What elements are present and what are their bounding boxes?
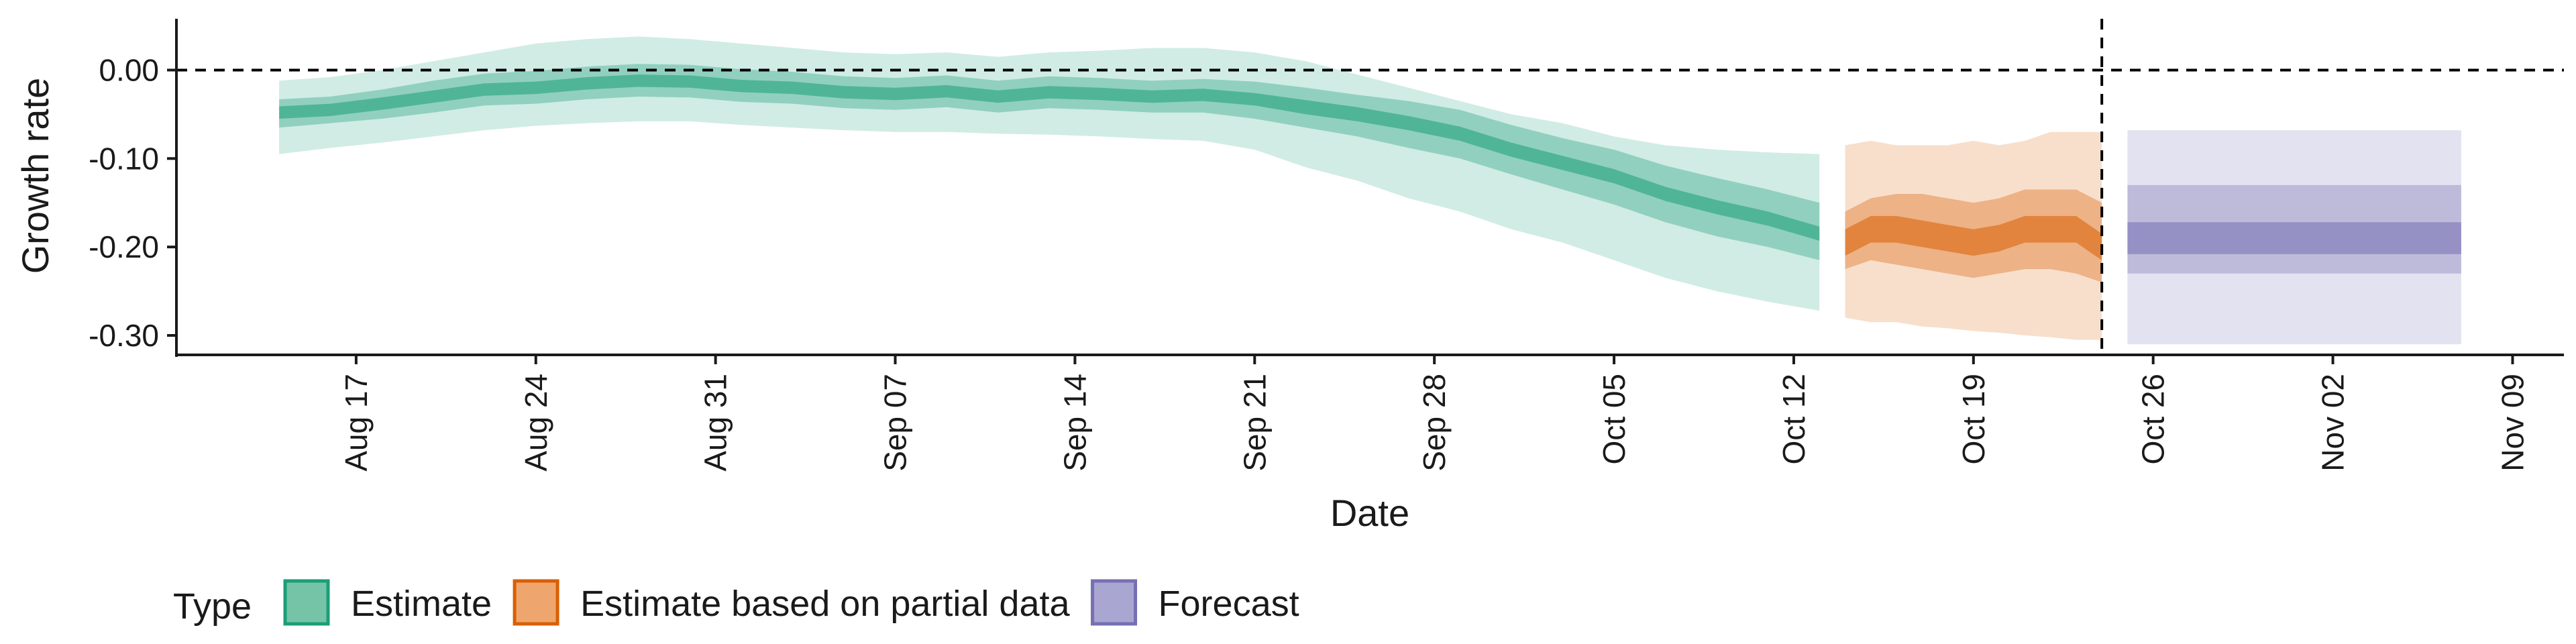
legend: Type Estimate Estimate based on partial d… [173, 579, 1299, 627]
legend-item: Estimate [283, 579, 492, 626]
x-tick-label: Sep 28 [1417, 374, 1452, 472]
x-tick-label: Aug 31 [698, 374, 733, 472]
legend-swatch [283, 579, 330, 626]
y-tick-label: -0.20 [89, 229, 159, 264]
x-tick-label: Nov 09 [2496, 374, 2530, 472]
x-axis-ticks: Aug 17 Aug 24 Aug 31 Sep 07 Sep 14 Sep 21 Sep … [339, 355, 2530, 472]
uncertainty-bands [279, 36, 2461, 345]
y-axis-title: Growth rate [14, 78, 56, 274]
legend-title: Type [173, 586, 252, 627]
x-tick-label: Sep 21 [1237, 374, 1272, 472]
band-50pct [279, 64, 1820, 260]
y-axis-ticks: 0.00 -0.10 -0.20 -0.30 [89, 52, 176, 353]
band-90pct [279, 36, 1820, 311]
x-tick-label: Aug 24 [519, 374, 553, 472]
legend-swatch [1091, 579, 1138, 626]
x-tick-label: Sep 07 [878, 374, 913, 472]
series-2 [1845, 131, 2102, 340]
band-20pct [279, 74, 1820, 241]
x-tick-label: Aug 17 [339, 374, 374, 472]
x-tick-label: Sep 14 [1057, 374, 1092, 472]
legend-item: Estimate based on partial data [513, 579, 1070, 626]
reference-lines [176, 19, 2564, 355]
legend-label: Estimate [351, 584, 492, 624]
legend-label: Estimate based on partial data [580, 584, 1070, 624]
y-tick-label: 0.00 [99, 52, 159, 87]
band-20pct [1845, 216, 2102, 260]
legend-swatch [513, 579, 559, 626]
series-3 [2127, 130, 2461, 345]
y-tick-label: -0.10 [89, 141, 159, 176]
x-tick-label: Nov 02 [2316, 374, 2351, 472]
x-tick-label: Oct 19 [1956, 374, 1991, 465]
x-tick-label: Oct 26 [2136, 374, 2171, 465]
x-tick-label: Oct 12 [1776, 374, 1811, 465]
series-1 [279, 36, 1820, 311]
legend-item: Forecast [1091, 579, 1299, 626]
x-tick-label: Oct 05 [1597, 374, 1631, 465]
x-axis-title: Date [1330, 492, 1409, 534]
legend-label: Forecast [1159, 584, 1299, 624]
band-20pct [2127, 222, 2461, 254]
y-tick-label: -0.30 [89, 318, 159, 353]
plot-area: 0.00 -0.10 -0.20 -0.30 Aug 17 Aug 24 Aug 31 Se… [89, 19, 2564, 472]
